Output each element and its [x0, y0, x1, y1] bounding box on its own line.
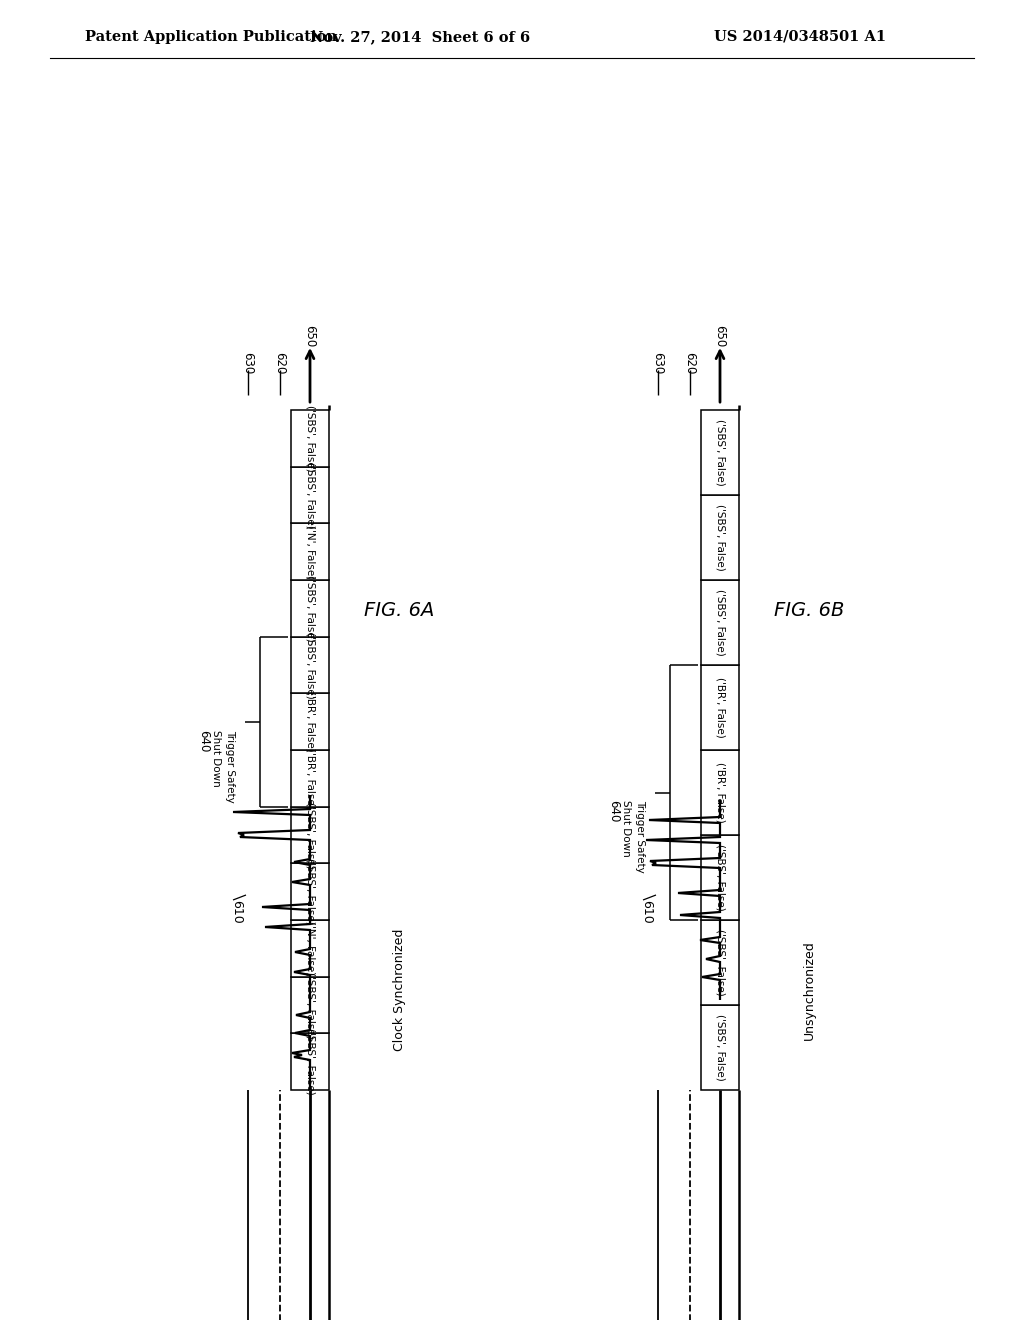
Text: ('N', False): ('N', False)	[305, 524, 315, 578]
Polygon shape	[291, 920, 329, 977]
Text: 640: 640	[607, 800, 621, 822]
Polygon shape	[291, 750, 329, 807]
Polygon shape	[291, 467, 329, 523]
Text: 630: 630	[651, 352, 665, 375]
Text: ('SBS', False): ('SBS', False)	[715, 420, 725, 486]
Text: ('SBS', False): ('SBS', False)	[305, 632, 315, 698]
Polygon shape	[291, 807, 329, 863]
Polygon shape	[701, 495, 739, 579]
Text: FIG. 6A: FIG. 6A	[364, 601, 434, 619]
Polygon shape	[701, 411, 739, 495]
Text: ('SBS', False): ('SBS', False)	[715, 929, 725, 995]
Text: 650: 650	[714, 325, 726, 347]
Polygon shape	[701, 750, 739, 836]
Text: ('BR', False): ('BR', False)	[715, 677, 725, 738]
Text: ('SBS', False): ('SBS', False)	[305, 972, 315, 1039]
Text: 630: 630	[242, 352, 255, 375]
Text: 640: 640	[198, 730, 211, 752]
Text: US 2014/0348501 A1: US 2014/0348501 A1	[714, 30, 886, 44]
Text: Unsynchronized: Unsynchronized	[803, 940, 815, 1040]
Text: Shut Down: Shut Down	[621, 800, 631, 857]
Text: ('SBS', False): ('SBS', False)	[715, 1014, 725, 1081]
Polygon shape	[701, 1005, 739, 1090]
Polygon shape	[701, 579, 739, 665]
Text: 650: 650	[303, 325, 316, 347]
Polygon shape	[291, 411, 329, 467]
Text: ('N', False): ('N', False)	[305, 921, 315, 975]
Text: 610: 610	[230, 900, 243, 924]
Text: ('SBS', False): ('SBS', False)	[305, 462, 315, 528]
Text: ('SBS', False): ('SBS', False)	[305, 576, 315, 642]
Text: ('BR', False): ('BR', False)	[305, 692, 315, 752]
Text: ('SBS', False): ('SBS', False)	[305, 405, 315, 471]
Text: Trigger Safety: Trigger Safety	[635, 800, 645, 874]
Polygon shape	[701, 836, 739, 920]
Text: ('BR', False): ('BR', False)	[715, 762, 725, 822]
Text: 620: 620	[273, 352, 287, 375]
Polygon shape	[701, 920, 739, 1005]
Text: ('SBS', False): ('SBS', False)	[305, 801, 315, 869]
Text: Trigger Safety: Trigger Safety	[225, 730, 234, 803]
Text: FIG. 6B: FIG. 6B	[774, 601, 844, 619]
Polygon shape	[701, 665, 739, 750]
Text: 610: 610	[640, 900, 653, 924]
Text: Shut Down: Shut Down	[211, 730, 221, 787]
Polygon shape	[291, 523, 329, 579]
Text: ('SBS', False): ('SBS', False)	[305, 858, 315, 925]
Text: Patent Application Publication: Patent Application Publication	[85, 30, 337, 44]
Polygon shape	[291, 977, 329, 1034]
Polygon shape	[291, 1034, 329, 1090]
Text: ('BR', False): ('BR', False)	[305, 748, 315, 809]
Polygon shape	[291, 863, 329, 920]
Polygon shape	[291, 693, 329, 750]
Text: ('SBS', False): ('SBS', False)	[715, 504, 725, 570]
Polygon shape	[291, 636, 329, 693]
Text: ('SBS', False): ('SBS', False)	[715, 589, 725, 656]
Text: ('SBS', False): ('SBS', False)	[715, 843, 725, 911]
Polygon shape	[291, 579, 329, 636]
Text: 620: 620	[683, 352, 696, 375]
Text: Clock Synchronized: Clock Synchronized	[392, 929, 406, 1051]
Text: ('SBS', False): ('SBS', False)	[305, 1028, 315, 1096]
Text: Nov. 27, 2014  Sheet 6 of 6: Nov. 27, 2014 Sheet 6 of 6	[310, 30, 530, 44]
